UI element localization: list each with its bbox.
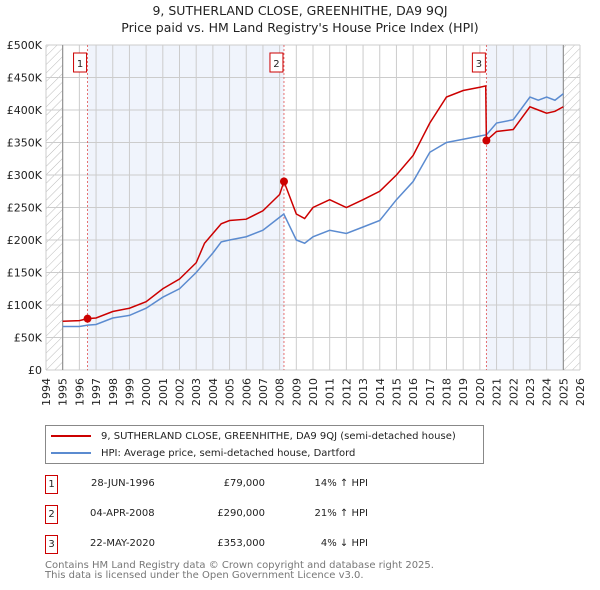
x-tick-label: 2023 bbox=[524, 378, 537, 406]
sale-label-box bbox=[269, 52, 284, 73]
x-tick-label: 1998 bbox=[107, 378, 120, 406]
y-tick-label: £50K bbox=[14, 332, 43, 345]
y-tick-label: £250K bbox=[7, 202, 43, 215]
x-tick-label: 2016 bbox=[407, 378, 420, 406]
x-tick-label: 2019 bbox=[457, 378, 470, 406]
x-tick-label: 1994 bbox=[40, 378, 53, 406]
legend-label: HPI: Average price, semi-detached house,… bbox=[101, 447, 356, 459]
sale-marker-box: 3 bbox=[45, 535, 58, 554]
hpi-line bbox=[62, 93, 564, 328]
sale-point bbox=[482, 136, 491, 145]
y-tick-label: £0 bbox=[28, 364, 42, 377]
x-tick-label: 2008 bbox=[274, 378, 287, 406]
sale-point bbox=[83, 314, 92, 323]
x-tick-label: 2018 bbox=[441, 378, 454, 406]
chart-title: 9, SUTHERLAND CLOSE, GREENHITHE, DA9 9QJ bbox=[152, 3, 448, 18]
x-tick-label: 2009 bbox=[290, 378, 303, 406]
legend-item-hpi: HPI: Average price, semi-detached house,… bbox=[51, 446, 355, 460]
x-tick-label: 2003 bbox=[190, 378, 203, 406]
sale-label: 1 bbox=[77, 59, 83, 70]
x-tick-label: 1995 bbox=[57, 378, 70, 406]
y-tick-label: £150K bbox=[7, 267, 43, 280]
x-tick-label: 1997 bbox=[90, 378, 103, 406]
y-tick-label: £500K bbox=[7, 39, 43, 52]
x-tick-label: 2007 bbox=[257, 378, 270, 406]
x-tick-label: 2015 bbox=[390, 378, 403, 406]
x-tick-label: 1999 bbox=[123, 378, 136, 406]
y-tick-label: £300K bbox=[7, 169, 43, 182]
sale-point bbox=[279, 177, 288, 186]
x-tick-label: 2005 bbox=[224, 378, 237, 406]
sale-label: 2 bbox=[273, 59, 279, 70]
x-tick-label: 1996 bbox=[73, 378, 86, 406]
sale-label: 3 bbox=[476, 59, 482, 70]
x-tick-label: 2006 bbox=[240, 378, 253, 406]
x-tick-label: 2017 bbox=[424, 378, 437, 406]
y-tick-label: £400K bbox=[7, 104, 43, 117]
sale-date: 28-JUN-1996 bbox=[91, 478, 155, 489]
sale-label-box bbox=[73, 52, 88, 73]
y-tick-label: £350K bbox=[7, 137, 43, 150]
x-tick-label: 2000 bbox=[140, 378, 153, 406]
legend: 9, SUTHERLAND CLOSE, GREENHITHE, DA9 9QJ… bbox=[45, 425, 484, 464]
legend-swatch-red bbox=[51, 435, 91, 437]
sale-price: £79,000 bbox=[223, 478, 265, 489]
sale-hpi-diff: 21% ↑ HPI bbox=[314, 508, 368, 519]
price-chart: 1994 1995 1996 1997 1998 1999 2000 2001 2002 2003… bbox=[7, 39, 587, 406]
x-tick-label: 2013 bbox=[357, 378, 370, 406]
y-tick-label: £100K bbox=[7, 299, 43, 312]
x-tick-label: 2012 bbox=[340, 378, 353, 406]
x-tick-label: 2026 bbox=[574, 378, 587, 406]
chart-subtitle: Price paid vs. HM Land Registry's House … bbox=[121, 20, 479, 35]
sale-hpi-diff: 4% ↓ HPI bbox=[320, 538, 368, 549]
sale-hpi-diff: 14% ↑ HPI bbox=[314, 478, 368, 489]
footer-copyright: Contains HM Land Registry data © Crown c… bbox=[45, 560, 434, 571]
y-tick-label: £450K bbox=[7, 72, 43, 85]
legend-item-property: 9, SUTHERLAND CLOSE, GREENHITHE, DA9 9QJ… bbox=[51, 429, 456, 443]
sale-label-box bbox=[471, 52, 486, 73]
footer-licence: This data is licensed under the Open Gov… bbox=[45, 570, 364, 581]
y-tick-label: £200K bbox=[7, 234, 43, 247]
x-tick-label: 2025 bbox=[557, 378, 570, 406]
legend-swatch-blue bbox=[51, 452, 91, 454]
sale-date: 22-MAY-2020 bbox=[90, 538, 156, 549]
price-paid-line bbox=[62, 85, 564, 322]
x-tick-label: 2004 bbox=[207, 378, 220, 406]
sale-price: £290,000 bbox=[217, 508, 265, 519]
legend-label: 9, SUTHERLAND CLOSE, GREENHITHE, DA9 9QJ… bbox=[101, 430, 456, 442]
x-tick-label: 2021 bbox=[491, 378, 504, 406]
sale-price: £353,000 bbox=[217, 538, 265, 549]
x-tick-label: 2010 bbox=[307, 378, 320, 406]
x-tick-label: 2011 bbox=[324, 378, 337, 406]
x-tick-label: 2001 bbox=[157, 378, 170, 406]
x-tick-label: 2020 bbox=[474, 378, 487, 406]
sale-marker-box: 1 bbox=[45, 475, 58, 494]
x-tick-label: 2022 bbox=[507, 378, 520, 406]
sale-marker-box: 2 bbox=[45, 505, 58, 524]
x-tick-label: 2024 bbox=[541, 378, 554, 406]
sale-date: 04-APR-2008 bbox=[90, 508, 155, 519]
x-tick-label: 2002 bbox=[174, 378, 187, 406]
x-tick-label: 2014 bbox=[374, 378, 387, 406]
